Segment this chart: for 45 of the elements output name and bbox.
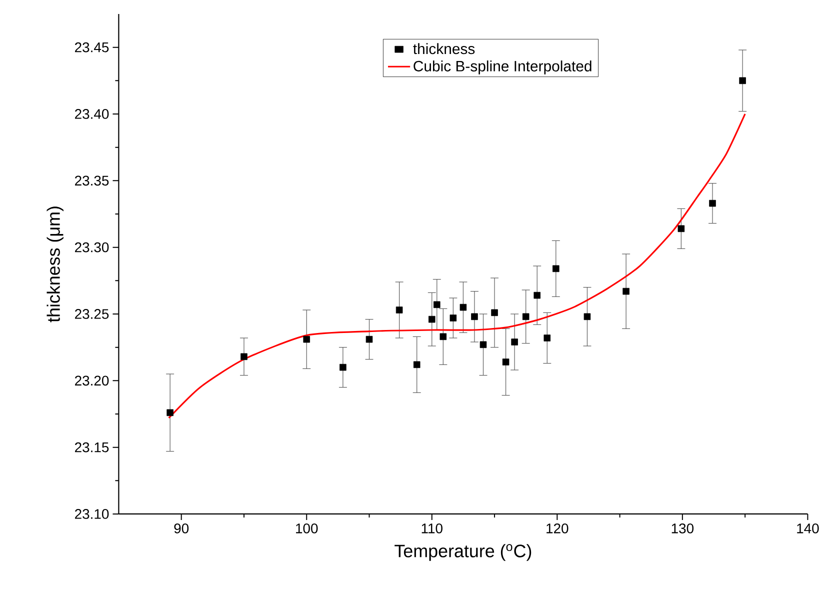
point bbox=[434, 301, 440, 308]
point bbox=[450, 314, 457, 322]
y-tick-label: 23.30 bbox=[75, 242, 109, 252]
point bbox=[413, 361, 420, 368]
point bbox=[534, 292, 541, 299]
line-series bbox=[168, 113, 746, 419]
point bbox=[709, 200, 716, 207]
point bbox=[366, 336, 373, 343]
y-tick-label: 23.45 bbox=[75, 42, 109, 52]
point bbox=[739, 77, 746, 84]
y-tick-label: 23.10 bbox=[75, 509, 109, 519]
point bbox=[303, 336, 310, 343]
y-axis-title: thickness (μm) bbox=[46, 206, 64, 322]
point bbox=[491, 309, 498, 316]
point bbox=[552, 265, 560, 272]
point bbox=[440, 333, 447, 340]
point bbox=[522, 313, 530, 320]
point bbox=[240, 353, 248, 360]
x-axis-title: Temperature ($^{o}$C) bbox=[394, 544, 532, 561]
y-tick-label: 23.15 bbox=[75, 442, 109, 452]
point bbox=[511, 338, 518, 346]
point bbox=[166, 409, 174, 416]
x-tick-label: 110 bbox=[422, 523, 442, 534]
point bbox=[622, 288, 630, 295]
point bbox=[460, 304, 467, 311]
point bbox=[544, 334, 551, 342]
x-tick-label: 130 bbox=[672, 523, 694, 534]
x-tick-label: 140 bbox=[797, 523, 819, 534]
point bbox=[584, 313, 591, 320]
y-tick-label: 23.25 bbox=[75, 309, 109, 319]
x-tick-label: 100 bbox=[296, 523, 318, 534]
y-tick-label: 23.35 bbox=[75, 176, 109, 186]
point bbox=[480, 341, 487, 348]
point bbox=[471, 313, 478, 320]
x-tick-label: 120 bbox=[546, 523, 568, 534]
point bbox=[502, 358, 510, 366]
x-tick-label: 90 bbox=[174, 523, 189, 534]
point bbox=[678, 225, 685, 232]
legend-label: thickness bbox=[413, 43, 475, 54]
point bbox=[428, 316, 436, 323]
y-tick-label: 23.40 bbox=[75, 109, 109, 119]
y-tick-label: 23.20 bbox=[75, 376, 109, 386]
legend-label: Cubic B-spline Interpolated bbox=[414, 60, 592, 74]
point bbox=[396, 306, 403, 314]
point bbox=[340, 364, 346, 371]
